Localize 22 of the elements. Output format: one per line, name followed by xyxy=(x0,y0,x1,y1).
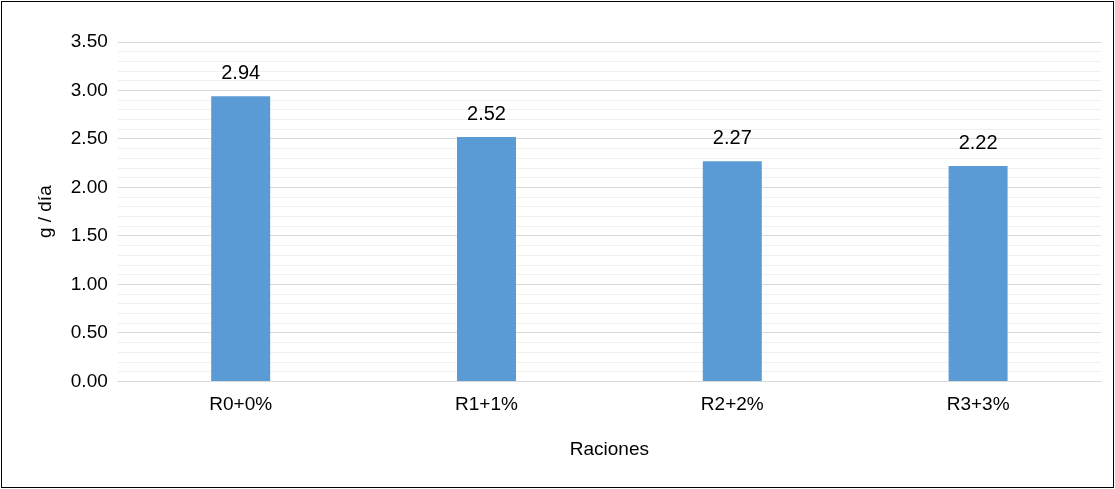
data-label: 2.52 xyxy=(467,101,506,124)
y-axis-title: g / día xyxy=(33,184,55,239)
y-tick-label: 1.50 xyxy=(70,224,108,246)
y-tick-label: 2.50 xyxy=(70,127,108,149)
y-tick-label: 3.50 xyxy=(70,30,108,52)
x-tick-label: R1+1% xyxy=(455,393,519,415)
x-tick-label: R2+2% xyxy=(700,393,764,415)
bar xyxy=(948,166,1008,381)
bar xyxy=(702,161,762,381)
data-label: 2.22 xyxy=(958,130,998,153)
y-tick-label: 0.50 xyxy=(70,321,108,343)
bar xyxy=(456,137,516,381)
bar xyxy=(211,96,271,381)
x-axis-title: Raciones xyxy=(569,437,649,459)
x-tick-label: R3+3% xyxy=(946,393,1010,415)
y-tick-label: 0.00 xyxy=(70,369,108,391)
data-label: 2.27 xyxy=(712,125,752,148)
y-tick-label: 1.00 xyxy=(70,272,108,294)
y-tick-label: 2.00 xyxy=(70,175,108,197)
data-label: 2.94 xyxy=(221,60,261,83)
y-tick-label: 3.00 xyxy=(70,78,108,100)
x-tick-label: R0+0% xyxy=(209,393,273,415)
